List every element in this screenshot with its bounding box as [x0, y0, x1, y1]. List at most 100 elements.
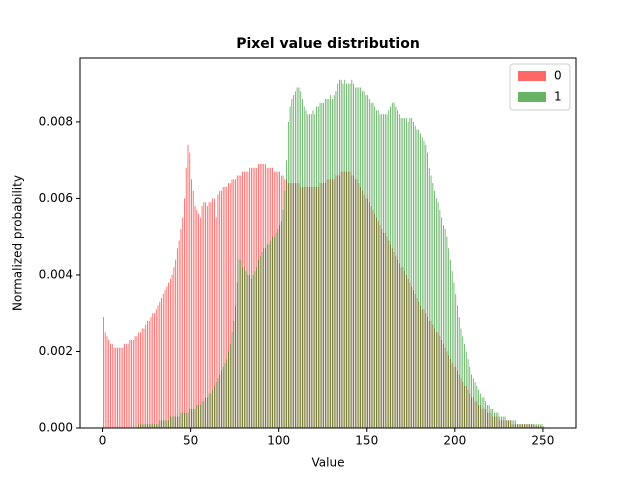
bar: [305, 110, 307, 428]
bar: [361, 91, 363, 429]
bar: [310, 114, 312, 428]
bar: [173, 416, 175, 428]
bar: [228, 183, 229, 428]
bar: [497, 412, 499, 428]
bar: [129, 339, 131, 428]
bar: [335, 91, 337, 429]
bar: [169, 416, 171, 428]
bar: [465, 351, 467, 428]
bar: [147, 424, 148, 428]
bar: [490, 408, 492, 428]
legend-swatch: [518, 92, 546, 102]
bar: [154, 424, 155, 428]
bar: [432, 183, 434, 428]
bar: [339, 79, 340, 428]
bar: [407, 121, 409, 429]
bar: [143, 328, 145, 428]
bar: [118, 347, 120, 428]
bar: [421, 137, 423, 428]
bar: [199, 405, 201, 428]
bar: [196, 209, 198, 428]
bar: [448, 248, 450, 428]
bar: [265, 248, 266, 428]
bar: [168, 420, 170, 428]
y-tick-label: 0.008: [39, 114, 73, 128]
bar: [522, 424, 524, 428]
bar: [414, 125, 416, 429]
bar: [259, 255, 261, 428]
bar: [155, 424, 157, 428]
bar: [294, 91, 296, 429]
bar: [358, 87, 360, 429]
bar: [138, 424, 140, 428]
bar: [257, 259, 259, 428]
y-tick-label: 0.000: [39, 421, 73, 435]
bar: [231, 332, 233, 428]
bar: [302, 98, 303, 429]
bar: [307, 114, 309, 428]
bar: [372, 102, 374, 428]
bar: [536, 424, 538, 428]
bar: [474, 382, 476, 428]
bar: [224, 186, 226, 428]
bar: [439, 209, 441, 428]
bar: [501, 416, 502, 428]
bar: [293, 95, 295, 429]
x-tick-label: 50: [183, 434, 198, 448]
bar: [194, 206, 196, 428]
bar: [240, 259, 242, 428]
bar: [346, 83, 347, 428]
bar: [539, 424, 541, 428]
bar: [273, 236, 275, 428]
bar: [337, 83, 339, 428]
bar: [191, 408, 192, 428]
bar: [203, 202, 205, 428]
plot-frame: [79, 57, 577, 429]
bar: [124, 343, 126, 428]
bar: [453, 282, 455, 428]
bar: [152, 313, 154, 428]
bar: [323, 102, 325, 428]
y-axis-label: Normalized probability: [11, 175, 25, 311]
bar: [368, 98, 370, 429]
bar: [226, 359, 228, 428]
bar: [198, 405, 199, 428]
bar: [356, 87, 358, 429]
bar: [286, 160, 288, 429]
bar: [481, 397, 483, 428]
bar: [483, 397, 485, 428]
bar: [161, 297, 162, 428]
bar: [220, 370, 222, 428]
bar: [187, 412, 189, 428]
bar: [187, 144, 189, 428]
bar: [205, 397, 207, 428]
bar: [185, 167, 187, 429]
bar: [464, 343, 465, 428]
bar: [529, 424, 531, 428]
bar: [391, 102, 393, 428]
bar: [196, 405, 198, 428]
bar: [192, 190, 194, 428]
bar: [411, 118, 413, 428]
bar: [495, 412, 497, 428]
bar: [205, 202, 207, 428]
bar: [316, 106, 317, 428]
chart-title: Pixel value distribution: [236, 36, 420, 52]
bar: [330, 95, 332, 429]
bar: [270, 240, 272, 428]
bar: [173, 267, 175, 428]
bar: [155, 309, 157, 428]
bar: [469, 366, 471, 428]
bar: [275, 232, 277, 428]
bar: [252, 274, 254, 428]
bar: [472, 378, 474, 428]
bar: [479, 393, 481, 428]
bar: [457, 305, 458, 428]
bar: [328, 98, 330, 429]
bar: [277, 229, 279, 428]
y-tick-label: 0.002: [39, 344, 73, 358]
bar: [131, 339, 133, 428]
bar: [150, 424, 152, 428]
y-tick-label: 0.004: [39, 267, 73, 281]
